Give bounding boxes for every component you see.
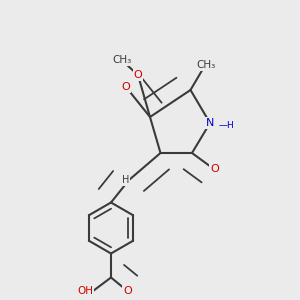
Text: CH₃: CH₃: [196, 59, 215, 70]
Text: CH₃: CH₃: [112, 55, 131, 65]
Text: H: H: [122, 175, 129, 185]
Text: O: O: [210, 164, 219, 175]
Text: N: N: [206, 118, 214, 128]
Text: —H: —H: [218, 121, 234, 130]
Text: O: O: [123, 286, 132, 296]
Text: O: O: [122, 82, 130, 92]
Text: OH: OH: [77, 286, 93, 296]
Text: O: O: [134, 70, 142, 80]
